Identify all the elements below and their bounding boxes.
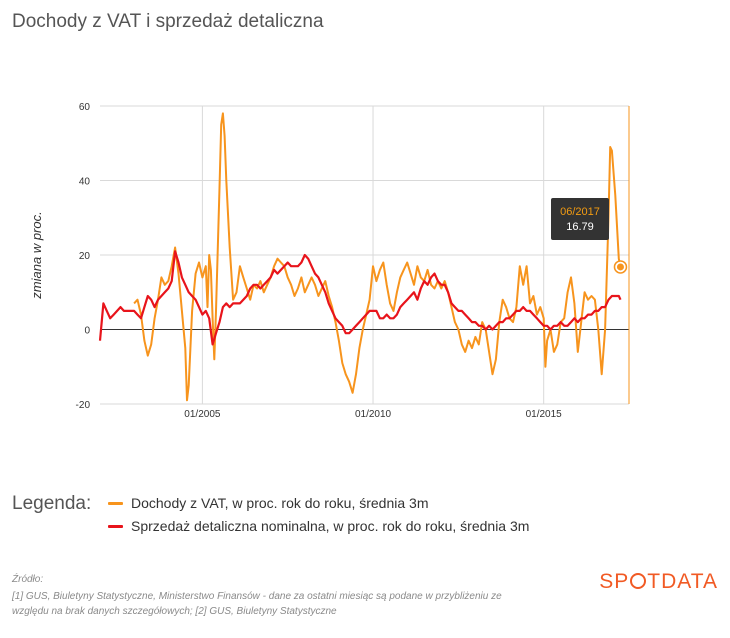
tooltip-value: 16.79 xyxy=(566,221,594,233)
legend-item-retail[interactable]: Sprzedaż detaliczna nominalna, w proc. r… xyxy=(108,518,529,534)
tooltip-date: 06/2017 xyxy=(560,206,600,218)
x-tick-label: 01/2010 xyxy=(355,409,392,420)
y-tick-label: -20 xyxy=(76,400,91,411)
legend-item-vat[interactable]: Dochody z VAT, w proc. rok do roku, śred… xyxy=(108,495,429,511)
y-tick-label: 40 xyxy=(79,177,91,188)
chart-title: Dochody z VAT i sprzedaż detaliczna xyxy=(12,11,324,32)
hover-marker[interactable] xyxy=(613,260,628,274)
y-axis: 60 40 20 0 -20 xyxy=(76,102,91,411)
legend-swatch-retail xyxy=(108,524,123,528)
series-line-vat[interactable] xyxy=(133,112,622,402)
x-axis: 01/2005 01/2010 01/2015 xyxy=(184,409,562,420)
y-axis-label: zmiana w proc. xyxy=(29,211,44,299)
legend-label-retail: Sprzedaż detaliczna nominalna, w proc. r… xyxy=(131,518,530,534)
legend-swatch-vat xyxy=(108,501,123,505)
x-tick-label: 01/2015 xyxy=(526,409,563,420)
chart[interactable]: 60 40 20 0 -20 01/2005 01/2010 01/2015 zmiana … xyxy=(0,0,730,470)
brand-o-icon xyxy=(630,573,647,589)
x-tick-label: 01/2005 xyxy=(184,409,221,420)
legend-title: Legenda: xyxy=(12,493,92,514)
brand-text-end: TDATA xyxy=(647,570,718,593)
series-line-retail[interactable] xyxy=(98,250,622,346)
hover-point[interactable] xyxy=(616,263,624,271)
y-tick-label: 20 xyxy=(79,251,91,262)
grid xyxy=(100,105,629,405)
source-line-1: [1] GUS, Biuletyny Statystyczne, Ministe… xyxy=(12,591,502,602)
tooltip: 06/2017 16.79 xyxy=(551,198,609,240)
brand-logo: SP TDATA xyxy=(599,570,718,594)
y-tick-label: 60 xyxy=(79,102,91,113)
plot-area: 60 40 20 0 -20 01/2005 01/2010 01/2015 xyxy=(76,102,630,420)
y-tick-label: 0 xyxy=(84,326,90,337)
series xyxy=(98,112,622,402)
brand-text-start: SP xyxy=(599,570,630,593)
legend-label-vat: Dochody z VAT, w proc. rok do roku, śred… xyxy=(131,495,429,511)
source-line-2: względu na brak danych szczegółowych; [2… xyxy=(12,606,337,617)
source-heading: Źródło: xyxy=(12,574,44,585)
